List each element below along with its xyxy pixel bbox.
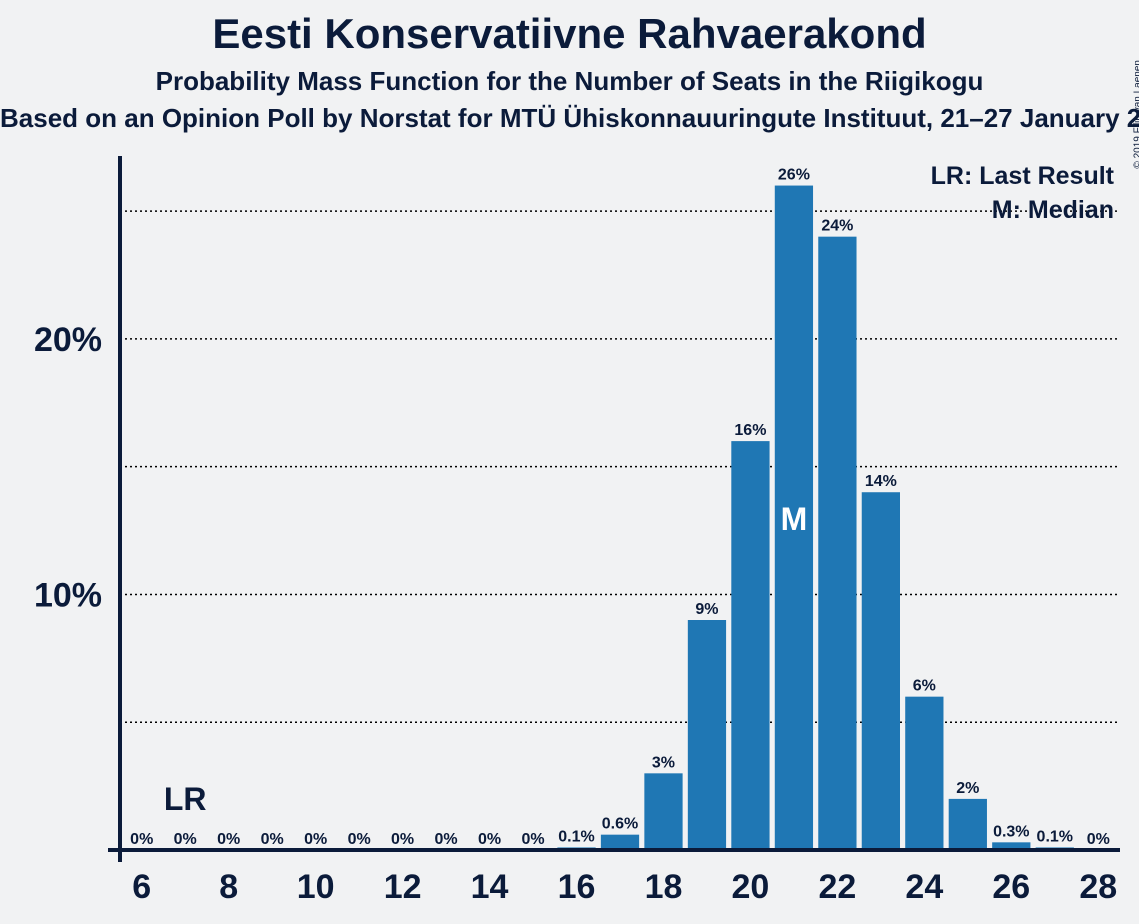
chart-header: Eesti Konservatiivne Rahvaerakond Probab… <box>0 0 1139 134</box>
legend-m: M: Median <box>992 196 1114 224</box>
bar-value-label: 0% <box>435 831 458 848</box>
bar <box>949 799 987 850</box>
y-tick-label: 20% <box>34 321 102 359</box>
x-tick-label: 28 <box>1079 868 1117 906</box>
bar-value-label: 0% <box>1087 831 1110 848</box>
bar-value-label: 0% <box>261 831 284 848</box>
bar-value-label: 0.3% <box>993 823 1029 840</box>
x-tick-label: 10 <box>297 868 335 906</box>
legend-lr: LR: Last Result <box>931 162 1115 190</box>
bar-value-label: 2% <box>956 780 979 797</box>
chart-title: Eesti Konservatiivne Rahvaerakond <box>0 10 1139 58</box>
bar <box>862 492 900 850</box>
bar-value-label: 26% <box>778 167 810 184</box>
bar <box>731 441 769 850</box>
bar-value-label: 6% <box>913 678 936 695</box>
lr-marker-label: LR <box>164 781 207 817</box>
x-tick-label: 24 <box>905 868 943 906</box>
bar-value-label: 0% <box>391 831 414 848</box>
median-marker-label: M <box>781 501 808 537</box>
bar-value-label: 3% <box>652 754 675 771</box>
x-tick-label: 18 <box>645 868 683 906</box>
x-tick-label: 26 <box>992 868 1030 906</box>
x-tick-label: 14 <box>471 868 509 906</box>
bar-value-label: 0.1% <box>1037 828 1073 845</box>
bar-value-label: 24% <box>821 218 853 235</box>
bar-value-label: 0.6% <box>602 816 638 833</box>
bar-value-label: 14% <box>865 473 897 490</box>
bar <box>818 237 856 850</box>
bar-value-label: 0% <box>478 831 501 848</box>
bar-value-label: 0% <box>217 831 240 848</box>
x-tick-label: 20 <box>732 868 770 906</box>
bar-value-label: 0% <box>304 831 327 848</box>
bar <box>644 773 682 850</box>
bar-value-label: 16% <box>734 422 766 439</box>
bar <box>905 697 943 850</box>
bar-value-label: 0.1% <box>558 828 594 845</box>
x-tick-label: 8 <box>219 868 238 906</box>
x-tick-label: 16 <box>558 868 596 906</box>
x-tick-label: 6 <box>132 868 151 906</box>
chart-subtitle2: Based on an Opinion Poll by Norstat for … <box>0 103 1139 134</box>
chart-svg: 0% 0% 0% 0% 0% 0% 0% 0% 0% 0% 0.1% 0.6% 3% 9% 16% 26% 24… <box>0 150 1139 924</box>
x-tick-label: 12 <box>384 868 422 906</box>
bar-value-label: 0% <box>521 831 544 848</box>
chart-subtitle: Probability Mass Function for the Number… <box>0 66 1139 97</box>
bar-value-label: 0% <box>348 831 371 848</box>
bar-value-label: 0% <box>174 831 197 848</box>
bar <box>601 835 639 850</box>
bar-value-label: 0% <box>130 831 153 848</box>
y-tick-label: 10% <box>34 576 102 614</box>
bar <box>688 620 726 850</box>
bar-value-label: 9% <box>695 601 718 618</box>
x-tick-label: 22 <box>818 868 856 906</box>
chart-container: 0% 0% 0% 0% 0% 0% 0% 0% 0% 0% 0.1% 0.6% 3% 9% 16% 26% 24… <box>0 150 1139 924</box>
